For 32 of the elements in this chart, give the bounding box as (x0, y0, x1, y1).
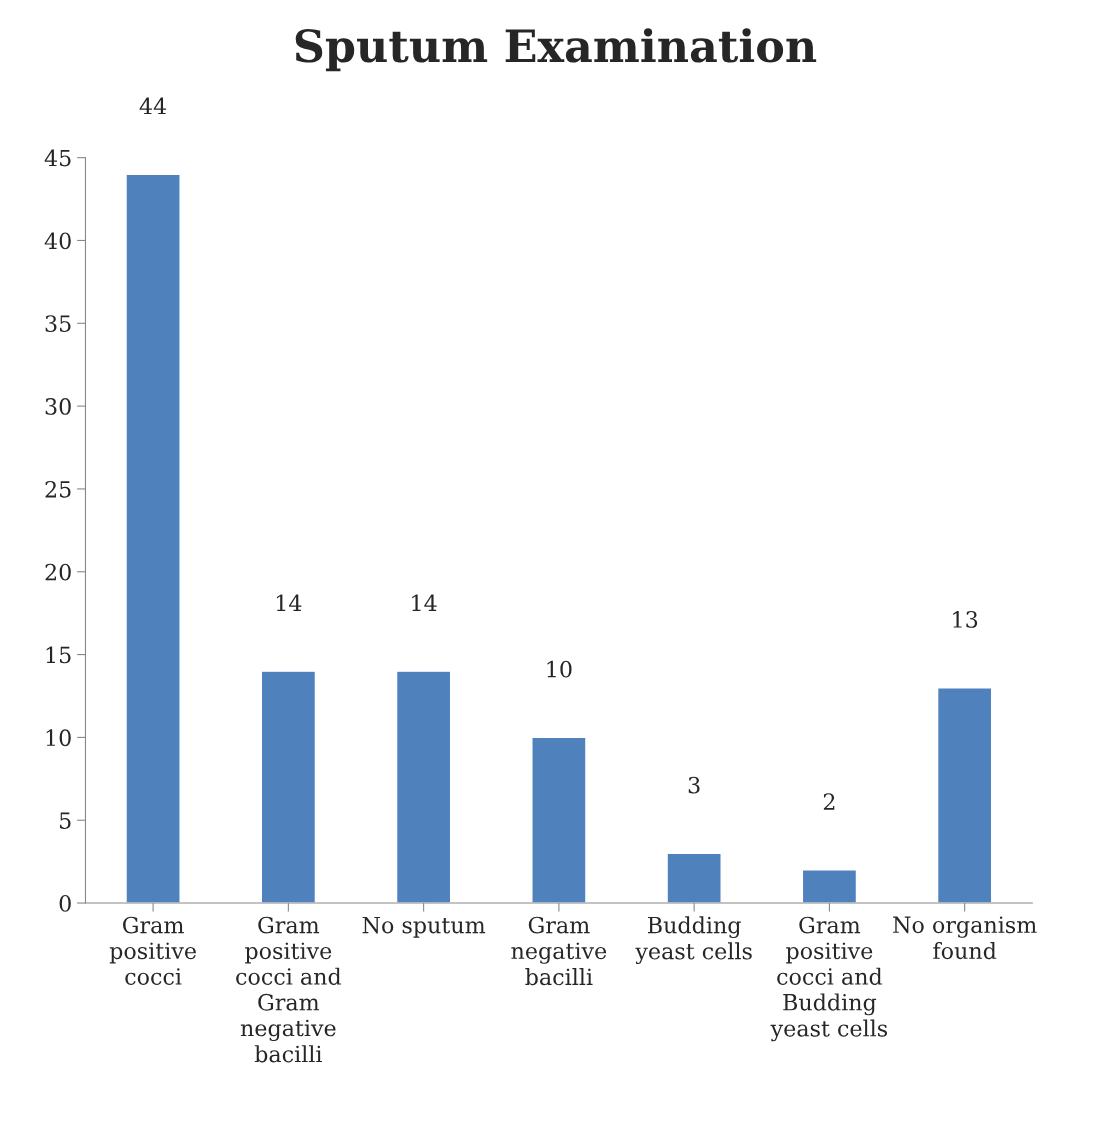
bar (666, 852, 722, 904)
y-tick-label: 15 (46, 646, 71, 664)
y-tick-label: 5 (60, 812, 71, 829)
y-tick-label: 35 (45, 315, 71, 333)
data-label: 14 (276, 594, 302, 611)
x-tick-label: Gram positive cocci and Gram negative bacilli (236, 916, 342, 1063)
y-tick-label: 40 (44, 232, 71, 250)
y-tick-label: 20 (45, 563, 71, 581)
data-label: 14 (412, 594, 437, 611)
data-label: 44 (139, 97, 167, 115)
y-tick-label: 10 (46, 729, 71, 747)
bar (260, 670, 317, 904)
x-tick-label: No sputum (362, 916, 486, 938)
y-tick-label: 45 (44, 149, 71, 167)
bar (125, 173, 181, 904)
x-tick-label: Gram positive cocci (109, 916, 196, 985)
data-label: 3 (688, 776, 700, 794)
x-tick-label: Gram positive cocci and Budding yeast cells (770, 916, 888, 1042)
bar (801, 869, 858, 904)
y-tick-label: 0 (59, 895, 71, 912)
data-label: 10 (547, 660, 572, 678)
data-label: 2 (823, 793, 835, 810)
y-tick-label: 25 (45, 480, 71, 498)
x-tick-label: Gram negative bacilli (511, 916, 607, 986)
x-tick-label: Budding yeast cells (635, 916, 752, 965)
bar (531, 736, 587, 904)
data-label: 13 (953, 611, 978, 628)
bar (936, 687, 993, 904)
y-tick-label: 30 (45, 398, 71, 415)
x-tick-label: No organism found (893, 916, 1037, 960)
bar (395, 670, 452, 904)
chart-title: Sputum Examination (295, 28, 817, 72)
